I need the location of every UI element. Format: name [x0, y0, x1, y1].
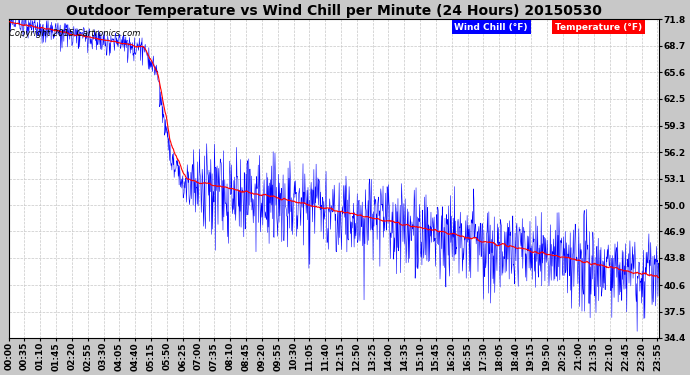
Text: Copyright 2015 Cartronics.com: Copyright 2015 Cartronics.com [10, 29, 141, 38]
Title: Outdoor Temperature vs Wind Chill per Minute (24 Hours) 20150530: Outdoor Temperature vs Wind Chill per Mi… [66, 4, 602, 18]
Text: Temperature (°F): Temperature (°F) [555, 22, 642, 32]
Text: Wind Chill (°F): Wind Chill (°F) [454, 22, 528, 32]
